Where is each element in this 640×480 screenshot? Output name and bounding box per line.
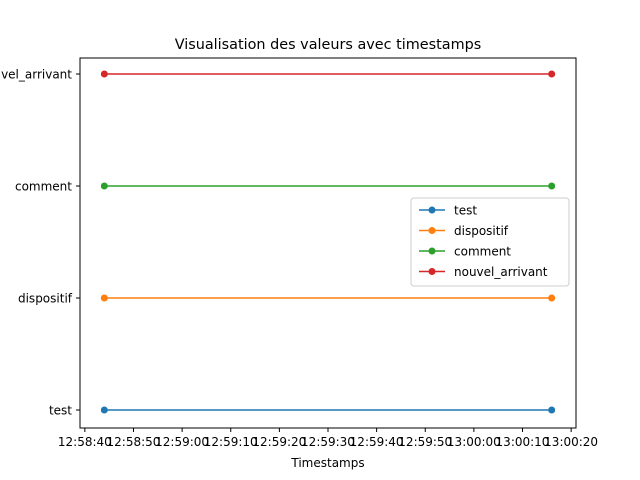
data-point-test	[100, 406, 108, 414]
x-tick-label: 13:00:10	[496, 435, 550, 449]
x-tick-label: 12:59:30	[301, 435, 355, 449]
legend-marker-dispositif	[428, 227, 436, 234]
legend: test dispositif comment nouvel_arrivant	[410, 197, 570, 287]
data-point-test	[548, 406, 556, 414]
data-point-dispositif	[100, 294, 108, 302]
data-point-comment	[548, 182, 556, 190]
x-tick-label: 13:00:20	[544, 435, 598, 449]
y-tick-label: test	[49, 404, 72, 418]
data-point-comment	[100, 182, 108, 190]
legend-label-test: test	[454, 204, 477, 218]
x-axis: 12:58:4012:58:5012:59:0012:59:1012:59:20…	[58, 428, 598, 449]
legend-label-dispositif: dispositif	[454, 224, 509, 238]
plot-area	[100, 70, 556, 414]
chart-title: Visualisation des valeurs avec timestamp…	[175, 37, 482, 53]
legend-label-nouvel_arrivant: nouvel_arrivant	[454, 265, 548, 279]
legend-marker-nouvel_arrivant	[428, 268, 436, 275]
series-layer	[100, 70, 556, 414]
x-tick-label: 13:00:00	[447, 435, 501, 449]
y-tick-label: vel_arrivant	[1, 68, 72, 82]
legend-label-comment: comment	[454, 245, 511, 259]
x-tick-label: 12:59:40	[350, 435, 404, 449]
legend-box	[410, 197, 570, 287]
y-tick-label: dispositif	[18, 292, 73, 306]
data-point-nouvel_arrivant	[548, 70, 556, 78]
x-tick-label: 12:59:10	[204, 435, 258, 449]
data-point-nouvel_arrivant	[100, 70, 108, 78]
y-tick-label: comment	[15, 180, 72, 194]
x-tick-label: 12:58:40	[58, 435, 112, 449]
legend-marker-test	[428, 206, 436, 214]
data-point-dispositif	[548, 294, 556, 302]
x-axis-label: Timestamps	[290, 456, 364, 470]
x-tick-label: 12:58:50	[107, 435, 161, 449]
x-tick-label: 12:59:50	[398, 435, 452, 449]
x-tick-label: 12:59:00	[155, 435, 209, 449]
x-tick-label: 12:59:20	[252, 435, 306, 449]
legend-marker-comment	[428, 247, 436, 255]
y-axis: test dispositif comment vel_arrivant	[1, 68, 80, 418]
